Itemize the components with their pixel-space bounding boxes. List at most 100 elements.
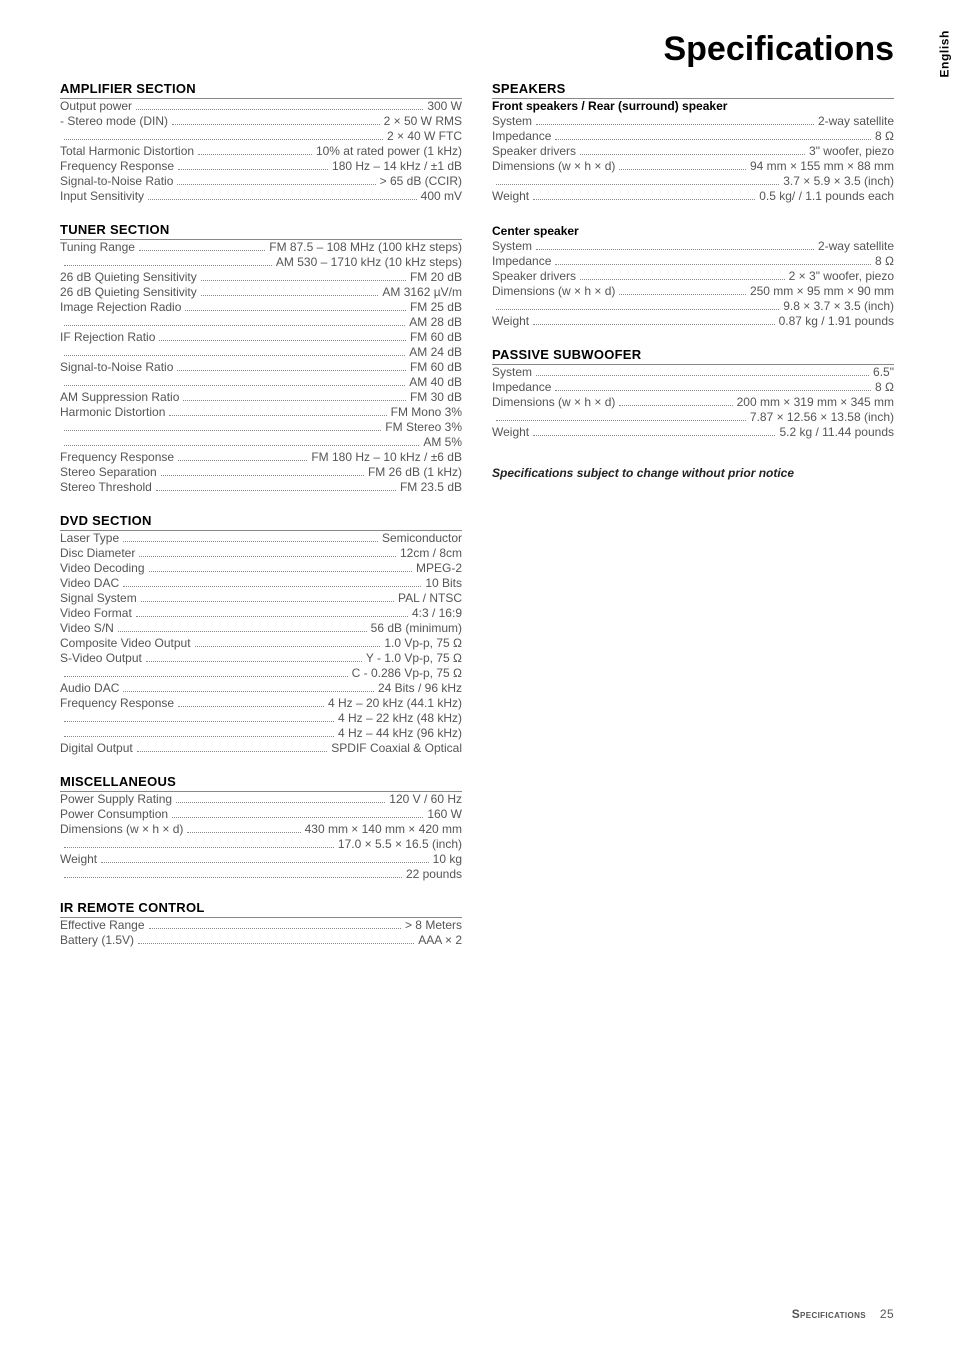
spec-label: Stereo Threshold [60,480,152,495]
spec-value: AM 530 – 1710 kHz (10 kHz steps) [276,255,462,270]
spec-row: Effective Range> 8 Meters [60,918,462,933]
spec-value: FM 30 dB [410,390,462,405]
leader-dots [198,144,312,155]
leader-dots [533,189,755,200]
spec-label: 26 dB Quieting Sensitivity [60,285,197,300]
spec-label: Weight [492,314,529,329]
leader-dots [149,918,401,929]
spec-label: Frequency Response [60,159,174,174]
leader-dots [64,129,383,140]
section-head: AMPLIFIER SECTION [60,81,462,96]
spec-row: 4 Hz – 44 kHz (96 kHz) [60,726,462,741]
leader-dots [496,174,779,185]
leader-dots [161,465,364,476]
spec-value: FM 180 Hz – 10 kHz / ±6 dB [311,450,462,465]
spec-label: - Stereo mode (DIN) [60,114,168,129]
spec-value: FM 60 dB [410,330,462,345]
spec-label: Video Format [60,606,132,621]
spec-value: 400 mV [421,189,462,204]
leader-dots [533,425,775,436]
spec-label: Power Supply Rating [60,792,172,807]
spec-row: 2 × 40 W FTC [60,129,462,144]
spec-label: Signal System [60,591,137,606]
leader-dots [183,390,406,401]
spec-value: > 8 Meters [405,918,462,933]
spec-row: Total Harmonic Distortion 10% at rated po… [60,144,462,159]
spec-row: Battery (1.5V) AAA × 2 [60,933,462,948]
spec-value: 4 Hz – 20 kHz (44.1 kHz) [328,696,462,711]
spec-row: Dimensions (w × h × d)250 mm × 95 mm × 9… [492,284,894,299]
spec-value: 200 mm × 319 mm × 345 mm [737,395,894,410]
spec-label: Total Harmonic Distortion [60,144,194,159]
spec-label: Output power [60,99,132,114]
leader-dots [536,365,869,376]
spec-label: System [492,239,532,254]
spec-value: 2 × 3" woofer, piezo [789,269,894,284]
section-subhead: Center speaker [492,224,894,239]
change-notice: Specifications subject to change without… [492,466,894,480]
leader-dots [118,621,367,632]
spec-row: Dimensions (w × h × d)94 mm × 155 mm × 8… [492,159,894,174]
leader-dots [137,741,328,752]
spec-value: 2 × 50 W RMS [384,114,462,129]
leader-dots [201,270,406,281]
spec-value: 5.2 kg / 11.44 pounds [779,425,894,440]
spec-value: AAA × 2 [418,933,462,948]
spec-value: AM 3162 µV/m [382,285,462,300]
spec-value: AM 5% [423,435,462,450]
section-head: SPEAKERS [492,81,894,96]
spec-row: Stereo ThresholdFM 23.5 dB [60,480,462,495]
leader-dots [149,561,412,572]
spec-label: Stereo Separation [60,465,157,480]
section-head: TUNER SECTION [60,222,462,237]
leader-dots [580,269,785,280]
spec-row: Stereo SeparationFM 26 dB (1 kHz) [60,465,462,480]
spec-label: Laser Type [60,531,119,546]
spec-row: Frequency Response4 Hz – 20 kHz (44.1 kH… [60,696,462,711]
spec-label: Input Sensitivity [60,189,144,204]
spec-row: - Stereo mode (DIN) 2 × 50 W RMS [60,114,462,129]
spec-row: 4 Hz – 22 kHz (48 kHz) [60,711,462,726]
spec-value: Y - 1.0 Vp-p, 75 Ω [366,651,462,666]
spec-label: Dimensions (w × h × d) [492,284,615,299]
spec-row: Weight0.87 kg / 1.91 pounds [492,314,894,329]
leader-dots [123,576,421,587]
section-subhead: Front speakers / Rear (surround) speaker [492,98,894,114]
spec-row: 26 dB Quieting Sensitivity FM 20 dB [60,270,462,285]
spec-label: Dimensions (w × h × d) [492,395,615,410]
leader-dots [141,591,394,602]
leader-dots [64,867,402,878]
spec-row: Signal SystemPAL / NTSC [60,591,462,606]
spec-row: Frequency ResponseFM 180 Hz – 10 kHz / ±… [60,450,462,465]
spec-row: Speaker drivers2 × 3" woofer, piezo [492,269,894,284]
spec-row: Signal-to-Noise RatioFM 60 dB [60,360,462,375]
leader-dots [139,240,265,251]
spec-row: Laser TypeSemiconductor [60,531,462,546]
spec-value: 10% at rated power (1 kHz) [316,144,462,159]
spec-value: FM 25 dB [410,300,462,315]
spec-row: Digital Output SPDIF Coaxial & Optical [60,741,462,756]
spec-row: Audio DAC24 Bits / 96 kHz [60,681,462,696]
spec-row: Impedance8 Ω [492,129,894,144]
spec-row: S-Video Output Y - 1.0 Vp-p, 75 Ω [60,651,462,666]
spec-label: Digital Output [60,741,133,756]
spec-label: Speaker drivers [492,144,576,159]
leader-dots [187,822,300,833]
spec-row: 17.0 × 5.5 × 16.5 (inch) [60,837,462,852]
spec-value: FM 20 dB [410,270,462,285]
spec-row: Power Consumption160 W [60,807,462,822]
spec-label: Composite Video Output [60,636,191,651]
spec-value: SPDIF Coaxial & Optical [331,741,462,756]
leader-dots [169,405,386,416]
leader-dots [536,114,814,125]
spec-row: Video S/N56 dB (minimum) [60,621,462,636]
spec-label: Dimensions (w × h × d) [60,822,183,837]
spec-value: 9.8 × 3.7 × 3.5 (inch) [783,299,894,314]
spec-value: 430 mm × 140 mm × 420 mm [305,822,462,837]
spec-label: 26 dB Quieting Sensitivity [60,270,197,285]
footer-label: Specifications [792,1307,866,1321]
spec-label: S-Video Output [60,651,142,666]
section-head: PASSIVE SUBWOOFER [492,347,894,362]
leader-dots [101,852,429,863]
spec-label: Battery (1.5V) [60,933,134,948]
